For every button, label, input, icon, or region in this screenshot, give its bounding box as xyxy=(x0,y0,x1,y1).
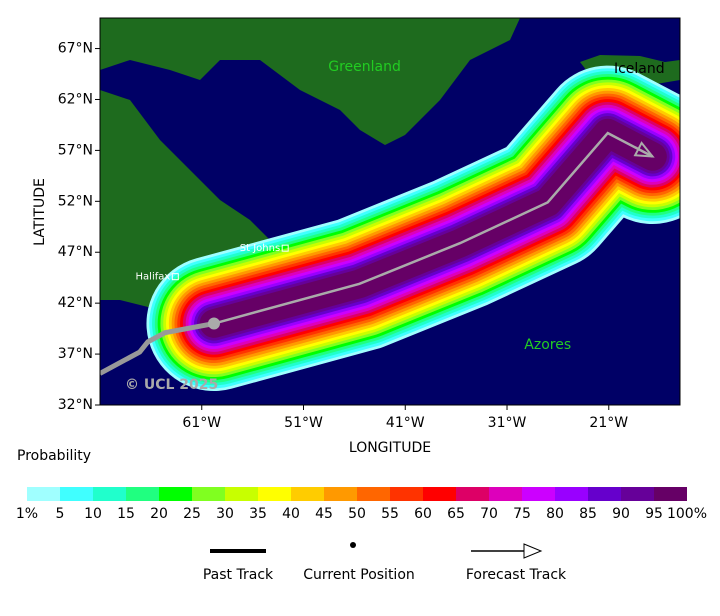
colorbar-swatch xyxy=(654,487,687,501)
colorbar-label: 15 xyxy=(117,506,135,522)
y-tick-label: 42°N xyxy=(58,295,93,311)
colorbar-swatch xyxy=(621,487,654,501)
colorbar-swatch xyxy=(93,487,126,501)
colorbar-swatch xyxy=(258,487,291,501)
past-track xyxy=(100,321,215,376)
colorbar-swatch xyxy=(357,487,390,501)
forecast-track xyxy=(213,131,654,325)
current-position xyxy=(207,317,220,330)
city-marker xyxy=(281,244,289,252)
colorbar-label: 95 xyxy=(645,506,663,522)
x-tick-label: 51°W xyxy=(284,415,323,431)
region-label: Iceland xyxy=(614,61,665,77)
colorbar-swatch xyxy=(522,487,555,501)
place-labels: Greenland Iceland Azores Halifax St Johns xyxy=(136,59,665,353)
y-axis-label: LATITUDE xyxy=(32,178,48,246)
x-tick-label: 61°W xyxy=(182,415,221,431)
land xyxy=(100,18,520,145)
colorbar-label: 55 xyxy=(381,506,399,522)
y-tick-label: 32°N xyxy=(58,397,93,413)
colorbar-swatch xyxy=(291,487,324,501)
colorbar-swatch xyxy=(225,487,258,501)
x-tick-label: 21°W xyxy=(589,415,628,431)
copyright: © UCL 2025 xyxy=(125,377,218,393)
y-tick-label: 67°N xyxy=(58,41,93,57)
colorbar-swatch xyxy=(489,487,522,501)
colorbar-swatch xyxy=(390,487,423,501)
colorbar-label: 65 xyxy=(447,506,465,522)
x-axis-label: LONGITUDE xyxy=(349,440,431,456)
colorbar-label: 35 xyxy=(249,506,267,522)
colorbar-label: 90 xyxy=(612,506,630,522)
x-tick-label: 31°W xyxy=(488,415,527,431)
colorbar-label: 70 xyxy=(480,506,498,522)
y-tick-label: 62°N xyxy=(58,91,93,107)
map: Greenland Iceland Azores Halifax St Johns xyxy=(100,18,680,405)
colorbar-label: 40 xyxy=(282,506,300,522)
colorbar-title: Probability xyxy=(17,448,91,464)
region-label: Greenland xyxy=(328,59,401,75)
legend-label: Past Track xyxy=(203,567,274,583)
colorbar-label: 80 xyxy=(546,506,564,522)
colorbar-swatch xyxy=(588,487,621,501)
x-tick-label: 41°W xyxy=(386,415,425,431)
legend-arrow xyxy=(523,543,543,559)
y-tick-label: 57°N xyxy=(58,142,93,158)
y-tick-label: 52°N xyxy=(58,193,93,209)
colorbar-swatch xyxy=(27,487,60,501)
colorbar-swatch xyxy=(324,487,357,501)
colorbar-swatch xyxy=(555,487,588,501)
colorbar-label: 1% xyxy=(16,506,38,522)
colorbar-swatch xyxy=(456,487,489,501)
colorbar-label: 75 xyxy=(513,506,531,522)
colorbar-label: 20 xyxy=(150,506,168,522)
map-frame xyxy=(99,17,681,406)
colorbar-swatch xyxy=(60,487,93,501)
legend-label: Forecast Track xyxy=(466,567,567,583)
colorbar-label: 10 xyxy=(84,506,102,522)
city-marker xyxy=(171,273,179,281)
colorbar-label: 60 xyxy=(414,506,432,522)
colorbar-label: 85 xyxy=(579,506,597,522)
tracks xyxy=(100,131,655,376)
colorbar-swatch xyxy=(192,487,225,501)
legend: Past Track Current Position Forecast Tra… xyxy=(203,542,567,583)
colorbar-label: 5 xyxy=(56,506,65,522)
legend-current-position xyxy=(350,542,356,548)
city-label: St Johns xyxy=(240,243,280,254)
colorbar-label: 25 xyxy=(183,506,201,522)
region-label: Azores xyxy=(524,337,571,353)
colorbar-swatch xyxy=(159,487,192,501)
colorbar-label: 30 xyxy=(216,506,234,522)
legend-label: Current Position xyxy=(303,567,415,583)
colorbar-label: 100% xyxy=(667,506,707,522)
colorbar-swatch xyxy=(423,487,456,501)
y-tick-label: 47°N xyxy=(58,244,93,260)
colorbar-label: 50 xyxy=(348,506,366,522)
forecast-arrow xyxy=(633,141,655,158)
y-tick-label: 37°N xyxy=(58,346,93,362)
colorbar: 1% 5 10 15 20 25 30 35 40 45 50 55 60 65 70 75 80 85 90 95 1… xyxy=(16,487,707,522)
city-label: Halifax xyxy=(136,272,171,283)
axes: 61°W 51°W 41°W 31°W 21°W 67°N 62°N 57°N 52°N 47°N… xyxy=(58,41,629,431)
colorbar-swatch xyxy=(126,487,159,501)
colorbar-label: 45 xyxy=(315,506,333,522)
